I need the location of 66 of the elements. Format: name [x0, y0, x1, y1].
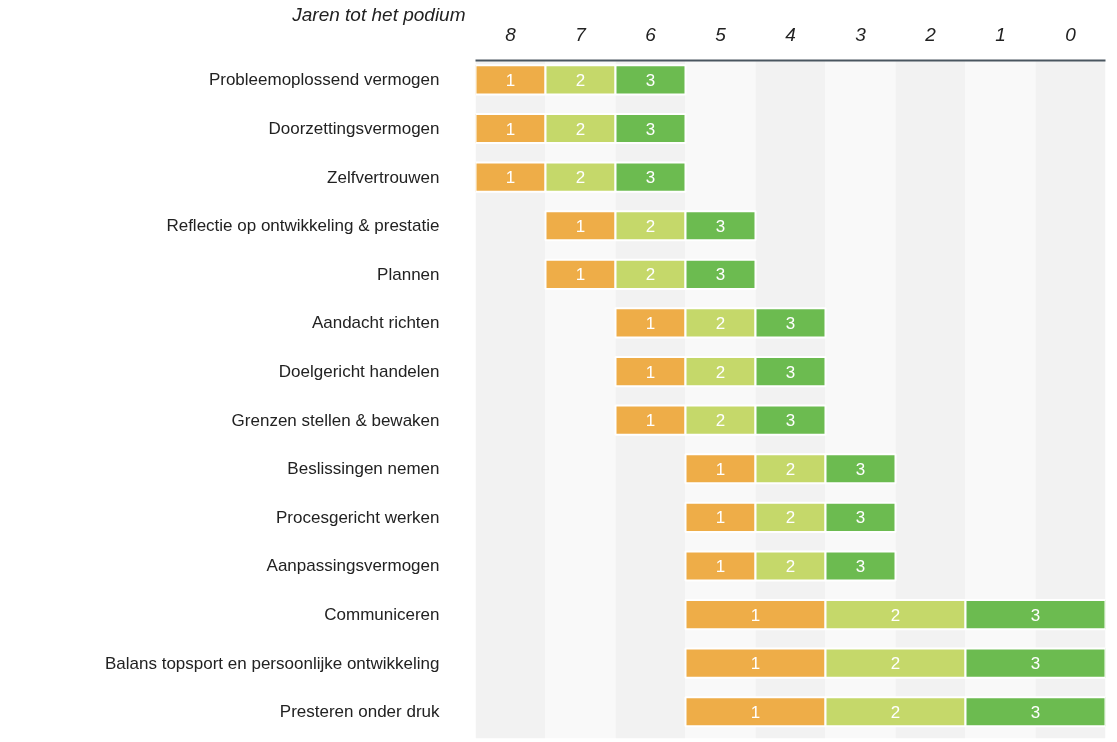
text: 3: [715, 216, 726, 236]
text: 2: [890, 605, 901, 625]
text: 1: [750, 654, 761, 674]
y-tick-label: Zelfvertrouwen: [327, 167, 440, 187]
y-tick-label: Reflectie op ontwikkeling & prestatie: [166, 216, 440, 236]
y-tick-label: Procesgericht werken: [276, 507, 440, 527]
text: 1: [645, 362, 656, 382]
y-tick-label: Doelgericht handelen: [278, 362, 440, 382]
text: 2: [785, 508, 796, 528]
text: 3: [645, 119, 656, 139]
x-tick-label: 1: [995, 23, 1006, 45]
text: 2: [645, 265, 656, 285]
text: 2: [890, 654, 901, 674]
y-tick-label: Doorzettingsvermogen: [268, 119, 440, 139]
text: 2: [715, 411, 726, 431]
text: 1: [505, 168, 516, 188]
text: 3: [645, 168, 656, 188]
text: 3: [785, 411, 796, 431]
text: 2: [575, 70, 586, 90]
series-label: 3: [855, 556, 866, 576]
text: 1: [505, 70, 516, 90]
text: 1: [505, 119, 516, 139]
y-tick-label: Aanpassingsvermogen: [266, 556, 440, 576]
y-tick-label: Plannen: [377, 264, 440, 284]
x-tick-label: 3: [855, 23, 867, 45]
series-label: 1: [715, 556, 726, 576]
text: 3: [1030, 702, 1041, 722]
text: 3: [645, 70, 656, 90]
text: 2: [715, 313, 726, 333]
y-tick-label: Communiceren: [324, 605, 440, 625]
text: 1: [750, 605, 761, 625]
y-tick-label: Beslissingen nemen: [287, 459, 440, 479]
text: 3: [785, 313, 796, 333]
text: 3: [1030, 654, 1041, 674]
text: 1: [645, 411, 656, 431]
x-tick-label: 5: [715, 23, 727, 45]
text: 1: [715, 459, 726, 479]
text: 1: [750, 702, 761, 722]
text: 3: [855, 459, 866, 479]
x-tick-label: 0: [1065, 23, 1077, 45]
text: 2: [645, 216, 656, 236]
x-tick-label: 6: [645, 23, 657, 45]
y-tick-label: Grenzen stellen & bewaken: [231, 410, 440, 430]
text: 1: [575, 265, 586, 285]
y-tick-label: Aandacht richten: [311, 313, 440, 333]
x-axis-title: Jaren tot het podium: [291, 3, 466, 25]
text: 2: [575, 119, 586, 139]
x-tick-label: 8: [505, 23, 517, 45]
text: 2: [785, 459, 796, 479]
text: 2: [715, 362, 726, 382]
text: 1: [715, 508, 726, 528]
y-tick-label: Presteren onder druk: [279, 702, 440, 722]
x-tick-label: 7: [575, 23, 588, 45]
text: 1: [575, 216, 586, 236]
x-tick-label: 2: [924, 23, 937, 45]
text: 2: [575, 168, 586, 188]
y-tick-label: Balans topsport en persoonlijke ontwikkeling: [104, 653, 440, 673]
series-label: 2: [785, 556, 796, 576]
text: 3: [785, 362, 796, 382]
text: 3: [855, 508, 866, 528]
y-tick-label: Probleemoplossend vermogen: [208, 70, 440, 90]
text: 3: [715, 265, 726, 285]
x-tick-label: 4: [785, 23, 796, 45]
text: 2: [890, 702, 901, 722]
text: 3: [1030, 605, 1041, 625]
text: 1: [645, 313, 656, 333]
